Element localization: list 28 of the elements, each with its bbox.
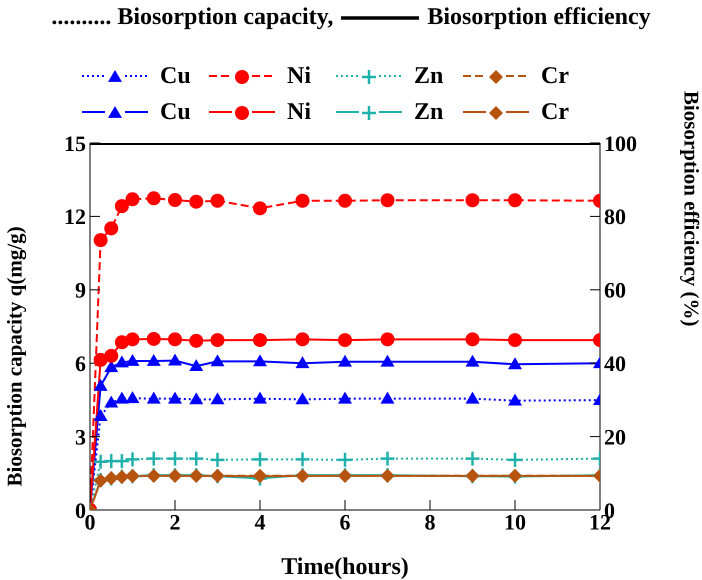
y2-tick-label: 40 — [604, 351, 626, 376]
legend-label: Cu — [160, 98, 191, 126]
legend-label: Zn — [414, 62, 444, 90]
x-tick-label: 2 — [170, 510, 180, 535]
y-tick-label: 6 — [75, 351, 86, 376]
legend-label: Zn — [414, 98, 444, 126]
legend-label: Cu — [160, 62, 191, 90]
chart-subtitle: Biosorption efficiency — [427, 4, 651, 31]
x-tick-label: 6 — [340, 510, 350, 535]
x-tick-label: 10 — [504, 510, 526, 535]
legend-label: Cr — [541, 98, 569, 126]
y-tick-label: 9 — [75, 278, 86, 303]
y2-tick-label: 100 — [604, 130, 637, 156]
y-axis-title: Biosorption capacity q(mg/g) — [2, 226, 26, 486]
y-tick-label: 12 — [64, 204, 86, 230]
y2-tick-label: 20 — [604, 424, 626, 450]
y2-tick-label: 80 — [604, 204, 626, 230]
legend-label: Ni — [287, 62, 311, 90]
y-tick-label: 3 — [75, 424, 86, 450]
x-tick-label: 4 — [254, 510, 266, 535]
y2-axis-title: Biosorption efficiency (%) — [680, 90, 702, 327]
y2-tick-label: 60 — [604, 278, 626, 303]
legend-label: Cr — [541, 62, 569, 90]
x-axis-title: Time(hours) — [281, 554, 409, 580]
chart-title: .......... Biosorption capacity, — [51, 4, 334, 31]
x-tick-label: 8 — [424, 510, 436, 535]
legend-label: Ni — [287, 98, 311, 126]
y-tick-label: 15 — [64, 130, 86, 156]
